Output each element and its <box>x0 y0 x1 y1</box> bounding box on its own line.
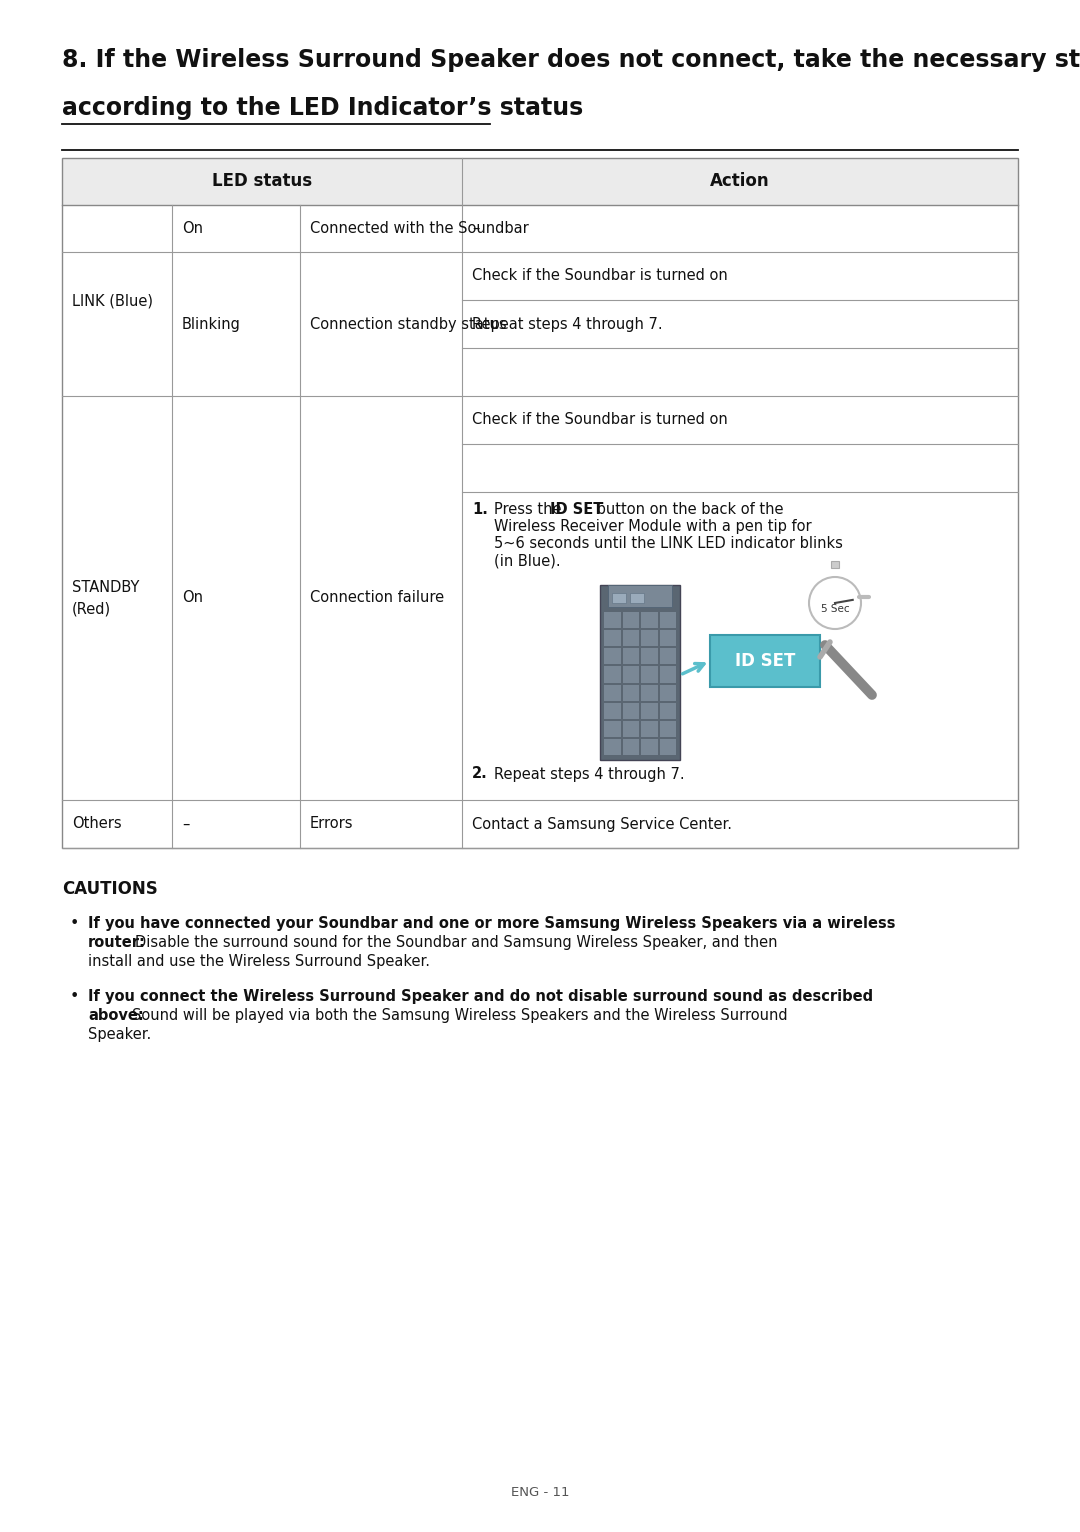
Text: according to the LED Indicator’s status: according to the LED Indicator’s status <box>62 97 583 119</box>
Bar <box>604 703 621 719</box>
Bar <box>604 630 621 647</box>
Text: Blinking: Blinking <box>183 317 241 331</box>
Bar <box>622 703 639 719</box>
Bar <box>604 685 621 700</box>
Bar <box>660 666 676 682</box>
Text: Sound will be played via both the Samsung Wireless Speakers and the Wireless Sur: Sound will be played via both the Samsun… <box>132 1008 787 1023</box>
Bar <box>622 666 639 682</box>
Text: –: – <box>183 817 189 832</box>
Bar <box>642 666 658 682</box>
Text: CAUTIONS: CAUTIONS <box>62 879 158 898</box>
Text: Speaker.: Speaker. <box>87 1026 151 1042</box>
Text: Check if the Soundbar is turned on: Check if the Soundbar is turned on <box>472 268 728 283</box>
Text: •: • <box>70 990 79 1003</box>
Text: router:: router: <box>87 935 146 950</box>
Bar <box>630 593 644 604</box>
Text: ID SET: ID SET <box>734 653 795 669</box>
Text: –: – <box>472 221 480 236</box>
Text: (in Blue).: (in Blue). <box>494 553 561 568</box>
Text: LINK (Blue): LINK (Blue) <box>72 293 153 308</box>
Text: Check if the Soundbar is turned on: Check if the Soundbar is turned on <box>472 412 728 427</box>
Text: Others: Others <box>72 817 122 832</box>
Text: ENG - 11: ENG - 11 <box>511 1486 569 1498</box>
Text: LED status: LED status <box>212 173 312 190</box>
Bar <box>608 585 672 607</box>
Text: 1.: 1. <box>472 502 488 516</box>
Bar <box>622 611 639 628</box>
Bar <box>612 593 626 604</box>
Text: Contact a Samsung Service Center.: Contact a Samsung Service Center. <box>472 817 732 832</box>
Text: Connected with the Soundbar: Connected with the Soundbar <box>310 221 529 236</box>
Bar <box>604 738 621 755</box>
Circle shape <box>809 578 861 630</box>
Bar <box>600 585 680 760</box>
Bar <box>642 720 658 737</box>
Text: On: On <box>183 590 203 605</box>
Text: button on the back of the: button on the back of the <box>592 502 783 516</box>
Text: If you connect the Wireless Surround Speaker and do not disable surround sound a: If you connect the Wireless Surround Spe… <box>87 990 873 1003</box>
Bar <box>622 630 639 647</box>
Text: 5 Sec: 5 Sec <box>821 604 849 614</box>
Text: 8. If the Wireless Surround Speaker does not connect, take the necessary steps: 8. If the Wireless Surround Speaker does… <box>62 47 1080 72</box>
Text: Press the: Press the <box>494 502 566 516</box>
Text: Action: Action <box>711 173 770 190</box>
Bar <box>710 634 820 686</box>
Bar <box>62 158 1018 205</box>
Bar <box>642 648 658 665</box>
Bar <box>642 703 658 719</box>
Text: Wireless Receiver Module with a pen tip for: Wireless Receiver Module with a pen tip … <box>494 519 812 535</box>
Bar <box>622 685 639 700</box>
Bar <box>660 648 676 665</box>
Bar <box>642 685 658 700</box>
Bar <box>604 648 621 665</box>
Text: On: On <box>183 221 203 236</box>
Text: Repeat steps 4 through 7.: Repeat steps 4 through 7. <box>472 317 663 331</box>
Bar <box>642 611 658 628</box>
Text: Errors: Errors <box>310 817 353 832</box>
Bar <box>622 648 639 665</box>
Text: 2.: 2. <box>472 766 488 781</box>
Bar <box>660 630 676 647</box>
Bar <box>622 738 639 755</box>
Bar <box>660 720 676 737</box>
Bar <box>660 611 676 628</box>
Bar <box>604 666 621 682</box>
Bar <box>604 720 621 737</box>
Bar <box>831 561 839 568</box>
Bar <box>642 738 658 755</box>
Text: install and use the Wireless Surround Speaker.: install and use the Wireless Surround Sp… <box>87 954 430 970</box>
Text: Disable the surround sound for the Soundbar and Samsung Wireless Speaker, and th: Disable the surround sound for the Sound… <box>135 935 778 950</box>
Bar <box>62 158 1018 849</box>
Text: ID SET: ID SET <box>550 502 604 516</box>
Text: 5~6 seconds until the LINK LED indicator blinks: 5~6 seconds until the LINK LED indicator… <box>494 536 842 552</box>
Bar <box>660 738 676 755</box>
Text: Repeat steps 4 through 7.: Repeat steps 4 through 7. <box>494 766 685 781</box>
Text: Connection standby status: Connection standby status <box>310 317 507 331</box>
Text: STANDBY
(Red): STANDBY (Red) <box>72 581 139 616</box>
Text: If you have connected your Soundbar and one or more Samsung Wireless Speakers vi: If you have connected your Soundbar and … <box>87 916 895 931</box>
Bar <box>622 720 639 737</box>
Text: Connection failure: Connection failure <box>310 590 444 605</box>
Text: •: • <box>70 916 79 931</box>
Bar <box>642 630 658 647</box>
Bar <box>660 703 676 719</box>
Text: above:: above: <box>87 1008 144 1023</box>
Bar <box>660 685 676 700</box>
Bar <box>604 611 621 628</box>
